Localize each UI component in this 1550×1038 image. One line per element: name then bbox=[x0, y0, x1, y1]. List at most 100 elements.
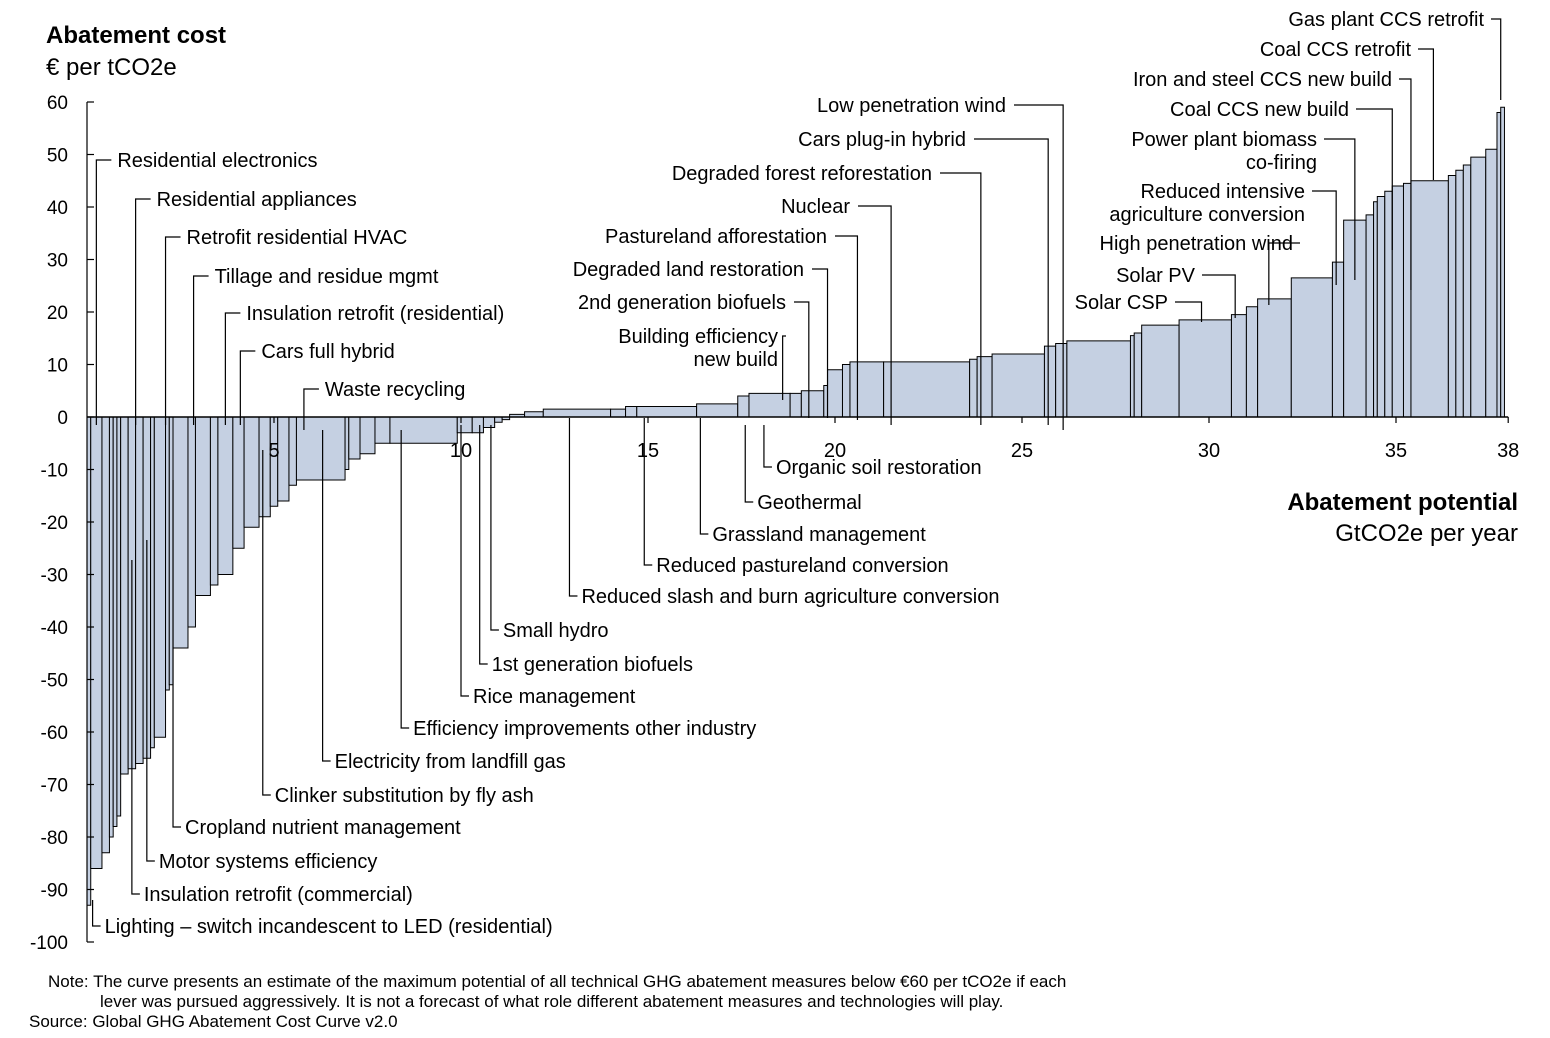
cost-bar bbox=[101, 416, 110, 854]
annotation-leader bbox=[131, 560, 140, 895]
cost-bar bbox=[232, 416, 245, 549]
cost-bar bbox=[789, 392, 802, 418]
cost-bar bbox=[135, 416, 144, 764]
x-tick-label: 30 bbox=[1198, 440, 1220, 462]
annotation-label: Residential appliances bbox=[157, 189, 357, 211]
y-tick-label: -90 bbox=[41, 881, 68, 902]
cost-bar bbox=[1373, 201, 1378, 418]
y-tick-label: -20 bbox=[41, 513, 68, 534]
annotation-leader bbox=[858, 205, 892, 425]
cost-bar bbox=[1331, 261, 1345, 418]
cost-bar bbox=[1500, 106, 1505, 418]
annotation-leader bbox=[835, 235, 859, 420]
y-tick-label: 30 bbox=[47, 251, 68, 272]
x-tick-label: 38 bbox=[1497, 440, 1519, 462]
y-tick-label: 10 bbox=[47, 356, 68, 377]
annotation-label: Grassland management bbox=[712, 524, 926, 546]
x-tick-label: 20 bbox=[824, 440, 846, 462]
annotation-label: 2nd generation biofuels bbox=[578, 292, 786, 314]
annotation-label: Tillage and residue mgmt bbox=[215, 266, 439, 288]
source-label: Source: bbox=[29, 1012, 88, 1031]
cost-bar bbox=[827, 369, 843, 418]
annotation-leader bbox=[1202, 274, 1236, 318]
x-tick-label: 25 bbox=[1011, 440, 1033, 462]
annotation-leader bbox=[643, 418, 653, 566]
cost-bar bbox=[1402, 182, 1412, 418]
annotation-leader bbox=[699, 418, 709, 535]
annotation-leaders bbox=[92, 18, 1502, 927]
cost-bar bbox=[737, 395, 750, 418]
cost-bar bbox=[243, 416, 260, 528]
footer-note-continued: lever was pursued aggressively. It is no… bbox=[100, 992, 1003, 1012]
annotation-label: Building efficiency bbox=[618, 326, 778, 348]
y-tick-label: -50 bbox=[41, 671, 68, 692]
cost-bar bbox=[194, 416, 211, 596]
cost-bar bbox=[359, 416, 376, 455]
cost-bar bbox=[1485, 148, 1498, 418]
annotation-label: Insulation retrofit (commercial) bbox=[144, 884, 413, 906]
footer-source: Source: Global GHG Abatement Cost Curve … bbox=[29, 1012, 398, 1032]
cost-bar bbox=[344, 416, 350, 470]
y-tick-label: 20 bbox=[47, 303, 68, 324]
cost-bar bbox=[209, 416, 219, 586]
cost-bar bbox=[172, 416, 189, 649]
annotation-label: Nuclear bbox=[781, 196, 850, 218]
annotation-leader bbox=[135, 198, 151, 425]
x-tick-label: 15 bbox=[637, 440, 659, 462]
cost-bar bbox=[542, 408, 612, 418]
cost-bar bbox=[153, 416, 167, 738]
cost-bar bbox=[187, 416, 196, 628]
annotation-label: 1st generation biofuels bbox=[492, 654, 693, 676]
annotation-label: Coal CCS new build bbox=[1170, 99, 1349, 121]
cost-bar bbox=[636, 406, 698, 418]
annotation-leader bbox=[460, 425, 469, 697]
cost-bar bbox=[482, 416, 496, 428]
cost-bar bbox=[1178, 319, 1232, 418]
y-axis-unit: € per tCO2e bbox=[46, 54, 177, 81]
cost-bar bbox=[456, 416, 473, 434]
cost-bar bbox=[800, 390, 825, 418]
cost-bar bbox=[116, 416, 122, 817]
annotation-leader bbox=[164, 236, 181, 425]
annotation-leader bbox=[1491, 18, 1502, 100]
annotation-leader bbox=[568, 418, 578, 597]
y-tick-label: -60 bbox=[41, 723, 68, 744]
annotation-leader bbox=[95, 159, 112, 425]
note-line-2: lever was pursued aggressively. It is no… bbox=[100, 992, 1004, 1011]
annotation-leader bbox=[744, 425, 754, 503]
annotation-label: Cars plug-in hybrid bbox=[798, 129, 966, 151]
annotation-label: Small hydro bbox=[503, 620, 609, 642]
annotation-label: Rice management bbox=[473, 686, 636, 708]
annotation-label: Clinker substitution by fly ash bbox=[275, 785, 534, 807]
abatement-cost-curve-chart: Abatement cost € per tCO2e 60 50 40 30 20 10 0… bbox=[30, 9, 1519, 954]
annotation-leader bbox=[940, 172, 982, 425]
cost-bar bbox=[150, 416, 155, 749]
annotation-leader bbox=[192, 275, 209, 425]
annotation-leader bbox=[239, 350, 256, 425]
y-tick-label: -70 bbox=[41, 776, 68, 797]
cost-bar bbox=[112, 416, 118, 827]
annotation-label: Coal CCS retrofit bbox=[1260, 39, 1412, 61]
cost-bar bbox=[849, 361, 885, 418]
cost-bar bbox=[1141, 324, 1180, 418]
cost-bar bbox=[1365, 214, 1375, 418]
annotation-label: Residential electronics bbox=[117, 150, 317, 172]
annotation-leader bbox=[479, 425, 488, 665]
annotation-label: new build bbox=[693, 349, 778, 371]
cost-bar bbox=[696, 403, 739, 418]
annotation-label: Lighting – switch incandescent to LED (r… bbox=[105, 916, 553, 938]
source-text: Global GHG Abatement Cost Curve v2.0 bbox=[92, 1012, 398, 1031]
cost-bar bbox=[1455, 169, 1464, 418]
x-tick-label: 35 bbox=[1385, 440, 1407, 462]
cost-bar bbox=[1043, 345, 1057, 418]
annotation-label: Gas plant CCS retrofit bbox=[1288, 9, 1484, 31]
annotation-leader bbox=[262, 450, 271, 796]
annotation-leader bbox=[763, 425, 772, 468]
y-axis-title: Abatement cost bbox=[46, 22, 226, 49]
cost-bar bbox=[120, 416, 129, 775]
annotation-label: co-firing bbox=[1246, 152, 1317, 174]
annotation-label: Iron and steel CCS new build bbox=[1133, 69, 1392, 91]
cost-bar bbox=[1133, 332, 1143, 418]
y-tick-label: -80 bbox=[41, 828, 68, 849]
cost-bar bbox=[108, 416, 114, 838]
